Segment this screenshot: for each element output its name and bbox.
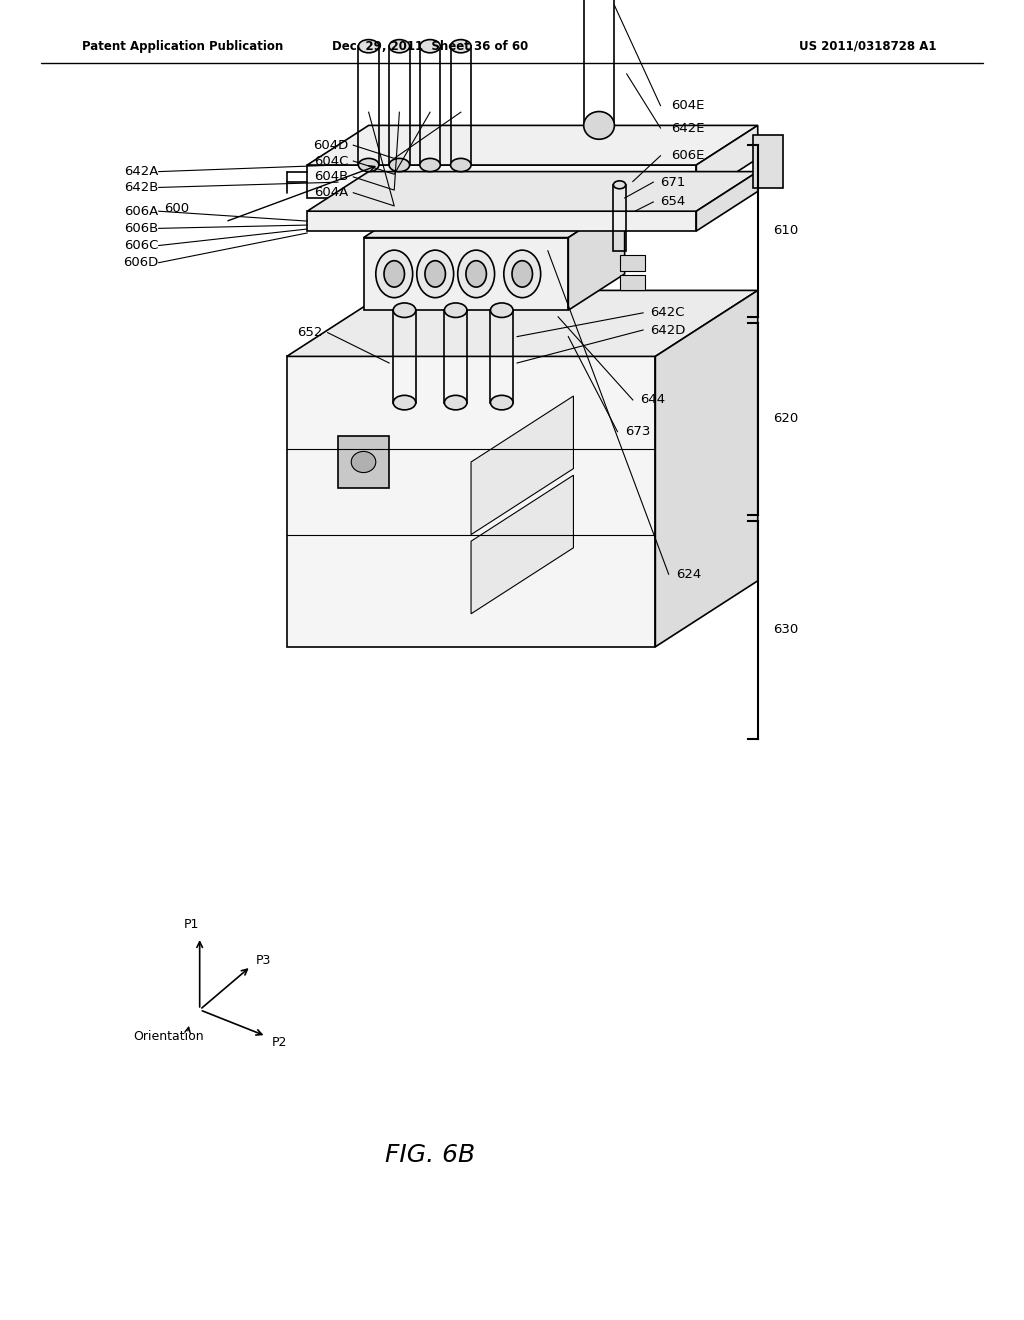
Ellipse shape xyxy=(444,304,467,318)
Text: FIG. 6B: FIG. 6B xyxy=(385,1143,475,1167)
Text: 604A: 604A xyxy=(314,186,348,199)
Polygon shape xyxy=(471,396,573,535)
Ellipse shape xyxy=(417,251,454,298)
Text: 642C: 642C xyxy=(650,306,685,319)
Bar xyxy=(753,135,783,187)
Bar xyxy=(520,211,546,290)
Bar xyxy=(620,255,645,271)
Text: 644: 644 xyxy=(640,393,666,407)
Ellipse shape xyxy=(504,251,541,298)
Text: 610: 610 xyxy=(773,224,799,238)
Text: 606D: 606D xyxy=(124,256,159,269)
Polygon shape xyxy=(568,202,625,310)
Bar xyxy=(620,275,645,290)
Text: 604C: 604C xyxy=(313,154,348,168)
Ellipse shape xyxy=(458,251,495,298)
Ellipse shape xyxy=(358,40,379,53)
Polygon shape xyxy=(287,290,758,356)
Text: 624: 624 xyxy=(676,568,701,581)
Text: 620: 620 xyxy=(773,412,799,425)
Polygon shape xyxy=(307,172,758,211)
Text: P1: P1 xyxy=(183,917,200,931)
Text: 600: 600 xyxy=(164,202,189,215)
Text: 604B: 604B xyxy=(314,170,348,183)
Text: 652: 652 xyxy=(297,326,323,339)
Text: 630: 630 xyxy=(773,623,799,636)
Polygon shape xyxy=(696,125,758,198)
Bar xyxy=(451,46,471,165)
Polygon shape xyxy=(696,172,758,231)
Bar xyxy=(389,46,410,165)
Polygon shape xyxy=(655,290,758,647)
Ellipse shape xyxy=(351,451,376,473)
Ellipse shape xyxy=(393,396,416,411)
Text: 642B: 642B xyxy=(124,181,159,194)
Ellipse shape xyxy=(451,40,471,53)
Text: 673: 673 xyxy=(625,425,650,438)
Polygon shape xyxy=(307,125,758,165)
Text: 671: 671 xyxy=(660,176,686,189)
Text: Patent Application Publication: Patent Application Publication xyxy=(82,40,284,53)
Ellipse shape xyxy=(613,181,626,189)
Bar xyxy=(584,0,614,125)
Text: 642A: 642A xyxy=(124,165,159,178)
Text: US 2011/0318728 A1: US 2011/0318728 A1 xyxy=(799,40,936,53)
Polygon shape xyxy=(364,202,625,238)
Ellipse shape xyxy=(520,203,545,219)
Text: 606B: 606B xyxy=(125,222,159,235)
Ellipse shape xyxy=(444,396,467,411)
Ellipse shape xyxy=(451,158,471,172)
Ellipse shape xyxy=(425,260,445,288)
Text: 604D: 604D xyxy=(313,139,348,152)
Bar xyxy=(490,310,513,403)
Bar xyxy=(393,310,416,403)
Polygon shape xyxy=(364,238,568,310)
Ellipse shape xyxy=(490,396,513,411)
Ellipse shape xyxy=(389,40,410,53)
Bar xyxy=(338,436,389,488)
Text: Dec. 29, 2011  Sheet 36 of 60: Dec. 29, 2011 Sheet 36 of 60 xyxy=(332,40,528,53)
Ellipse shape xyxy=(384,260,404,288)
Text: 642D: 642D xyxy=(650,323,686,337)
Ellipse shape xyxy=(520,282,545,298)
Polygon shape xyxy=(307,211,696,231)
Bar xyxy=(444,310,467,403)
Polygon shape xyxy=(307,165,696,198)
Ellipse shape xyxy=(420,40,440,53)
Ellipse shape xyxy=(512,260,532,288)
Ellipse shape xyxy=(466,260,486,288)
Text: Orientation: Orientation xyxy=(133,1030,204,1043)
Text: 606C: 606C xyxy=(124,239,159,252)
Ellipse shape xyxy=(376,251,413,298)
Bar xyxy=(613,185,626,251)
Polygon shape xyxy=(471,475,573,614)
Bar xyxy=(420,46,440,165)
Polygon shape xyxy=(287,356,655,647)
Ellipse shape xyxy=(420,158,440,172)
Text: 606E: 606E xyxy=(671,149,705,162)
Text: 606A: 606A xyxy=(125,205,159,218)
Text: P3: P3 xyxy=(256,954,271,968)
Bar xyxy=(358,46,379,165)
Text: 604E: 604E xyxy=(671,99,705,112)
Ellipse shape xyxy=(584,112,614,139)
Ellipse shape xyxy=(389,158,410,172)
Ellipse shape xyxy=(358,158,379,172)
Text: 654: 654 xyxy=(660,195,686,209)
Ellipse shape xyxy=(393,304,416,318)
Text: P2: P2 xyxy=(271,1036,287,1049)
Text: 642E: 642E xyxy=(671,121,705,135)
Ellipse shape xyxy=(490,304,513,318)
